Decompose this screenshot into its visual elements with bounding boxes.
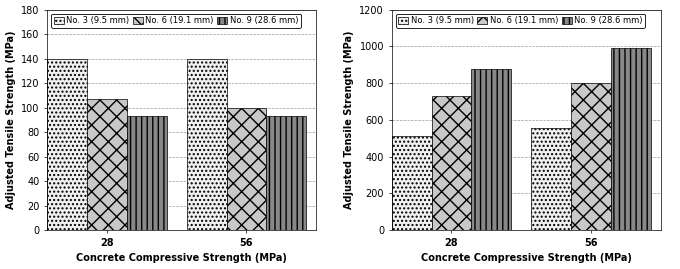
Bar [187,59,226,230]
Bar [267,116,306,230]
Bar [432,96,471,230]
X-axis label: Concrete Compressive Strength (MPa): Concrete Compressive Strength (MPa) [76,253,287,263]
Bar [471,69,511,230]
Bar [226,108,267,230]
Bar [47,59,87,230]
Legend: No. 3 (9.5 mm), No. 6 (19.1 mm), No. 9 (28.6 mm): No. 3 (9.5 mm), No. 6 (19.1 mm), No. 9 (… [52,14,301,28]
Bar [127,116,167,230]
Bar [571,83,611,230]
Bar [87,99,127,230]
Bar [531,128,571,230]
Legend: No. 3 (9.5 mm), No. 6 (19.1 mm), No. 9 (28.6 mm): No. 3 (9.5 mm), No. 6 (19.1 mm), No. 9 (… [396,14,645,28]
Bar [611,48,651,230]
Bar [392,136,432,230]
Y-axis label: Adjusted Tensile Strength (MPa): Adjusted Tensile Strength (MPa) [5,31,16,209]
Y-axis label: Adjusted Tensile Strength (MPa): Adjusted Tensile Strength (MPa) [344,31,354,209]
X-axis label: Concrete Compressive Strength (MPa): Concrete Compressive Strength (MPa) [421,253,632,263]
